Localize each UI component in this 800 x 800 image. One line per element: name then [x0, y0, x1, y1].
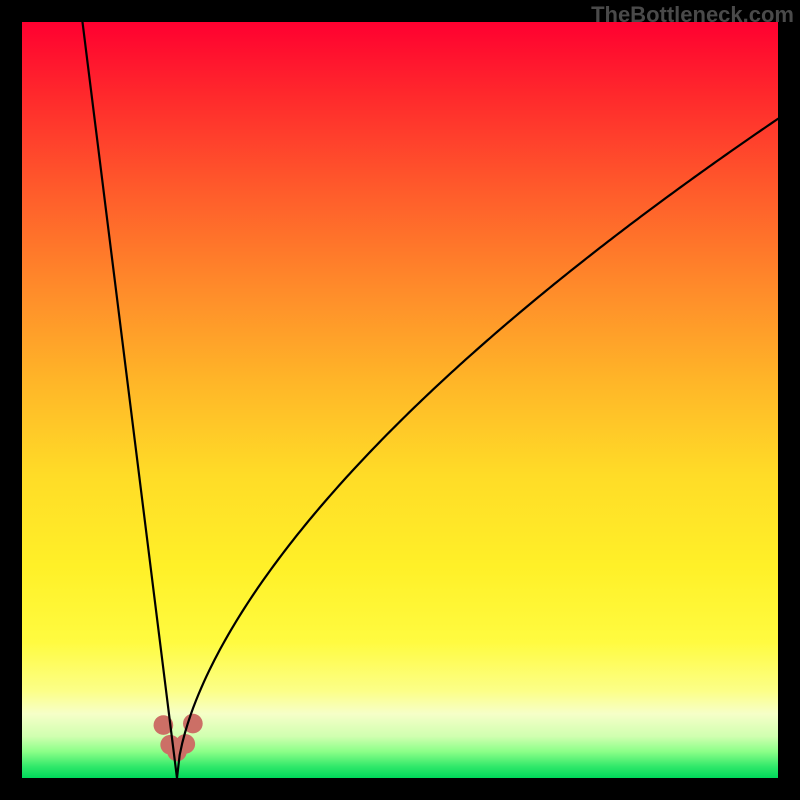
bottleneck-curve	[79, 22, 778, 778]
chart-markers-group	[154, 714, 203, 762]
chart-overlay-svg	[22, 22, 778, 778]
chart-plot-area	[22, 22, 778, 778]
chart-marker	[175, 734, 195, 754]
watermark-label: TheBottleneck.com	[591, 2, 794, 28]
